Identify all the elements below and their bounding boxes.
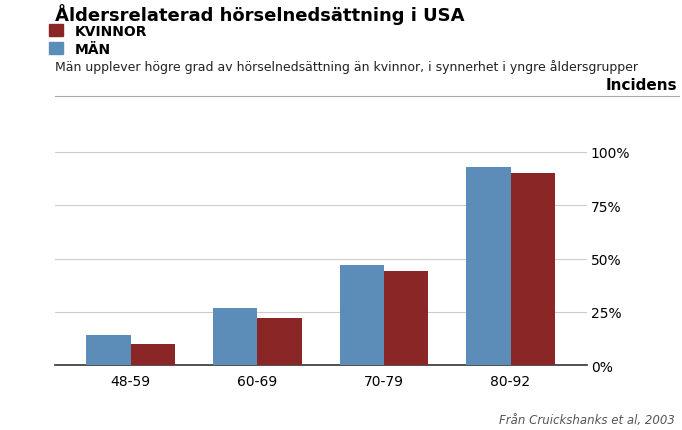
Legend: KVINNOR, MÄN: KVINNOR, MÄN (44, 19, 153, 62)
Bar (340, 265, 384, 366)
Bar (384, 272, 428, 366)
Bar (257, 319, 301, 366)
Bar (213, 308, 257, 366)
Text: Åldersrelaterad hörselnedsättning i USA: Åldersrelaterad hörselnedsättning i USA (55, 4, 464, 25)
Text: Incidens: Incidens (606, 77, 677, 92)
Bar (511, 174, 555, 366)
Text: Från Cruickshanks et al, 2003: Från Cruickshanks et al, 2003 (499, 413, 675, 426)
Text: Män upplever högre grad av hörselnedsättning än kvinnor, i synnerhet i yngre åld: Män upplever högre grad av hörselnedsätt… (55, 60, 638, 74)
Bar (466, 167, 511, 366)
Bar (130, 344, 175, 366)
Bar (86, 336, 130, 365)
